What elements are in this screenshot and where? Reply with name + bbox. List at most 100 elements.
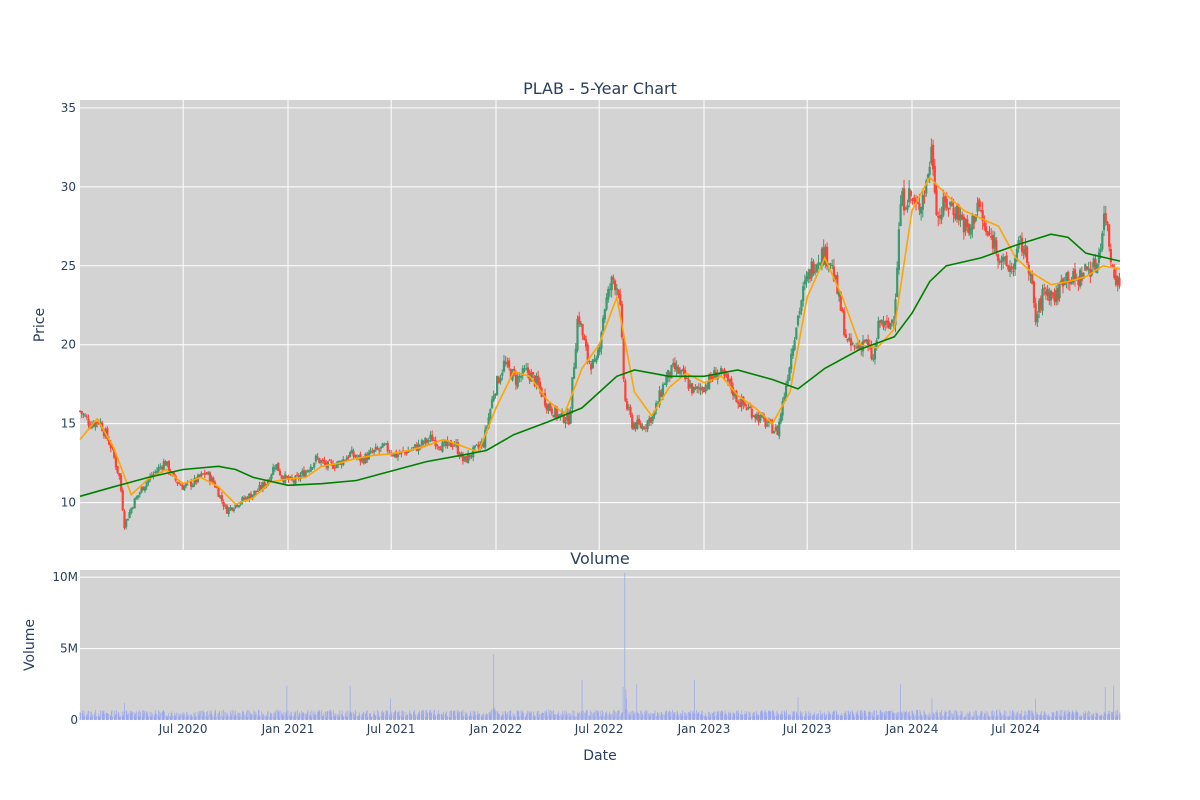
volume-bar — [652, 713, 654, 720]
candle-body — [1113, 269, 1116, 278]
volume-bar — [398, 710, 400, 720]
volume-bar — [470, 712, 472, 720]
volume-bar — [428, 712, 430, 720]
candle-body — [449, 440, 453, 447]
candle-body — [788, 367, 791, 381]
candle-body — [489, 409, 492, 420]
volume-bar — [254, 715, 255, 720]
volume-bar — [373, 713, 374, 720]
volume-bar — [577, 714, 579, 720]
volume-bar — [381, 715, 383, 720]
candle-body — [651, 414, 654, 422]
volume-bar — [93, 714, 95, 720]
volume-bar — [861, 709, 863, 720]
volume-bar — [118, 712, 120, 720]
volume-bar — [825, 715, 827, 720]
volume-bar — [732, 716, 733, 720]
volume-bar — [772, 711, 774, 720]
volume-bar — [553, 714, 555, 720]
volume-bar — [915, 714, 917, 720]
candle-body — [867, 339, 870, 346]
volume-bar — [365, 712, 367, 720]
volume-bar — [410, 714, 412, 720]
x-tick-label: Jan 2022 — [469, 722, 523, 736]
volume-bar — [1115, 716, 1116, 720]
volume-bar — [329, 711, 331, 720]
volume-bars — [79, 572, 1121, 720]
candle-body — [260, 485, 263, 490]
candle-body — [319, 460, 323, 463]
volume-bar — [745, 713, 746, 720]
volume-bar — [706, 717, 708, 720]
candle-body — [1058, 284, 1061, 299]
volume-bar — [1104, 687, 1106, 720]
candle-body — [670, 365, 673, 379]
volume-bar — [329, 709, 330, 720]
volume-bar — [789, 714, 791, 720]
candle-body — [802, 286, 805, 301]
volume-bar — [1109, 713, 1111, 720]
volume-bar — [119, 715, 121, 720]
volume-bar — [590, 710, 591, 720]
volume-bar — [438, 710, 439, 720]
volume-bar — [672, 709, 674, 720]
volume-bar — [108, 714, 109, 720]
volume-bar — [1035, 698, 1037, 720]
volume-bar — [353, 712, 354, 720]
volume-bar — [821, 713, 823, 720]
volume-bar — [920, 714, 922, 720]
candle-body — [928, 166, 931, 176]
candle-body — [846, 338, 849, 341]
volume-bar — [889, 710, 891, 720]
volume-bar — [1111, 713, 1113, 720]
candle-body — [624, 380, 627, 401]
volume-bar — [805, 714, 807, 720]
candle-body — [795, 327, 798, 340]
volume-bar — [661, 712, 663, 720]
volume-bar — [361, 714, 363, 720]
volume-bar — [386, 710, 387, 720]
volume-bar — [933, 713, 935, 720]
candle-body — [477, 445, 480, 448]
volume-bar — [405, 716, 406, 720]
volume-bar — [166, 716, 168, 720]
candle-body — [644, 427, 647, 429]
volume-bar — [1021, 716, 1023, 720]
volume-bar — [455, 716, 456, 720]
volume-bar — [913, 714, 915, 720]
volume-bar — [710, 713, 712, 720]
candle-body — [1003, 257, 1006, 259]
volume-bar — [1007, 716, 1009, 720]
candle-body — [921, 195, 924, 210]
candle-body — [988, 232, 991, 234]
volume-bar — [227, 713, 228, 720]
volume-bar — [227, 715, 229, 720]
volume-bar — [377, 709, 378, 720]
volume-bar — [777, 712, 778, 720]
candle-body — [92, 422, 95, 427]
candle-body — [639, 423, 642, 428]
candle-body — [444, 440, 447, 446]
volume-bar — [1017, 711, 1019, 720]
candle-body — [933, 165, 936, 193]
volume-bar — [570, 716, 572, 720]
volume-bar — [278, 711, 280, 720]
volume-bar — [1029, 709, 1031, 720]
candle-body — [436, 444, 439, 446]
volume-bar — [625, 689, 627, 720]
volume-bar — [357, 716, 358, 720]
volume-bar — [79, 711, 81, 720]
volume-bar — [293, 716, 295, 720]
volume-bar — [494, 707, 496, 720]
candle-body — [119, 475, 123, 491]
volume-bar — [331, 716, 333, 720]
candle-body — [254, 490, 258, 492]
candle-body — [1005, 255, 1008, 266]
volume-bar — [146, 712, 148, 720]
volume-bar — [708, 716, 710, 720]
volume-bar — [550, 711, 552, 720]
volume-bar — [89, 716, 91, 720]
candle-body — [87, 419, 90, 426]
candle-body — [378, 449, 381, 451]
volume-bar — [174, 714, 176, 720]
